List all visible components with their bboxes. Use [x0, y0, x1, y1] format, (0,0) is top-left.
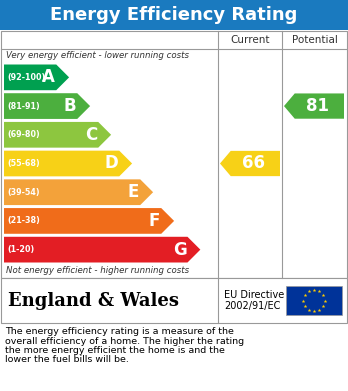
Text: lower the fuel bills will be.: lower the fuel bills will be. — [5, 355, 129, 364]
Text: (92-100): (92-100) — [7, 73, 45, 82]
Text: Energy Efficiency Rating: Energy Efficiency Rating — [50, 6, 298, 24]
Text: G: G — [173, 240, 187, 258]
Text: A: A — [42, 68, 55, 86]
Polygon shape — [4, 93, 90, 119]
Polygon shape — [4, 65, 69, 90]
Bar — [1, 31, 347, 278]
Bar — [0, 0, 348, 30]
Text: 81: 81 — [306, 97, 329, 115]
Text: Not energy efficient - higher running costs: Not energy efficient - higher running co… — [6, 266, 189, 275]
Text: C: C — [85, 126, 97, 144]
Text: England & Wales: England & Wales — [8, 292, 179, 310]
Text: Potential: Potential — [292, 35, 338, 45]
Text: (69-80): (69-80) — [7, 130, 40, 139]
Polygon shape — [4, 179, 153, 205]
Polygon shape — [220, 151, 280, 176]
Text: D: D — [104, 154, 118, 172]
Text: EU Directive: EU Directive — [224, 291, 284, 301]
Text: Very energy efficient - lower running costs: Very energy efficient - lower running co… — [6, 51, 189, 60]
Text: The energy efficiency rating is a measure of the: The energy efficiency rating is a measur… — [5, 327, 234, 336]
Text: B: B — [64, 97, 76, 115]
Text: E: E — [128, 183, 139, 201]
Bar — [1, 278, 347, 323]
Polygon shape — [284, 93, 344, 119]
Polygon shape — [4, 208, 174, 234]
Text: 66: 66 — [242, 154, 265, 172]
Text: (39-54): (39-54) — [7, 188, 40, 197]
Polygon shape — [4, 237, 200, 262]
Polygon shape — [4, 151, 132, 176]
Polygon shape — [4, 122, 111, 148]
Text: overall efficiency of a home. The higher the rating: overall efficiency of a home. The higher… — [5, 337, 244, 346]
Text: (1-20): (1-20) — [7, 245, 34, 254]
Text: (21-38): (21-38) — [7, 217, 40, 226]
Bar — [286, 286, 342, 315]
Text: 2002/91/EC: 2002/91/EC — [224, 301, 280, 310]
Text: (55-68): (55-68) — [7, 159, 40, 168]
Text: F: F — [149, 212, 160, 230]
Text: (81-91): (81-91) — [7, 102, 40, 111]
Text: Current: Current — [230, 35, 270, 45]
Text: the more energy efficient the home is and the: the more energy efficient the home is an… — [5, 346, 225, 355]
